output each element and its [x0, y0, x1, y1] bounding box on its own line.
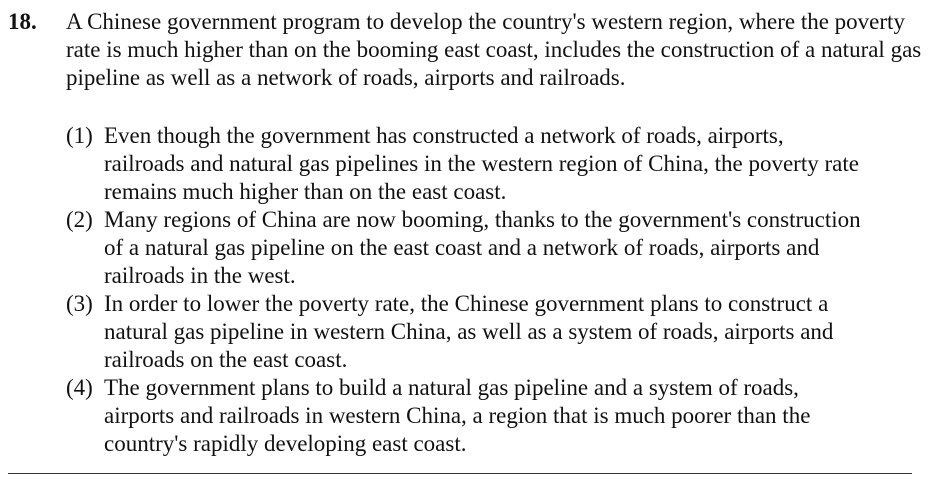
option-number: (2) — [66, 207, 93, 232]
option-text: In order to lower the poverty rate, the … — [104, 291, 834, 372]
answer-option-1[interactable]: (1) Even though the government has const… — [66, 122, 926, 206]
answer-option-4[interactable]: (4) The government plans to build a natu… — [66, 374, 926, 458]
bottom-divider — [8, 473, 912, 474]
option-number: (3) — [66, 291, 93, 316]
question-number: 18. — [8, 9, 37, 34]
option-number: (4) — [66, 375, 93, 400]
answer-options: (1) Even though the government has const… — [66, 122, 926, 458]
option-text: The government plans to build a natural … — [104, 375, 811, 456]
answer-option-3[interactable]: (3) In order to lower the poverty rate, … — [66, 290, 926, 374]
option-text: Even though the government has construct… — [104, 123, 859, 204]
option-number: (1) — [66, 123, 93, 148]
option-text: Many regions of China are now booming, t… — [104, 207, 861, 288]
answer-option-2[interactable]: (2) Many regions of China are now boomin… — [66, 206, 926, 290]
question-stem: A Chinese government program to develop … — [66, 9, 922, 90]
